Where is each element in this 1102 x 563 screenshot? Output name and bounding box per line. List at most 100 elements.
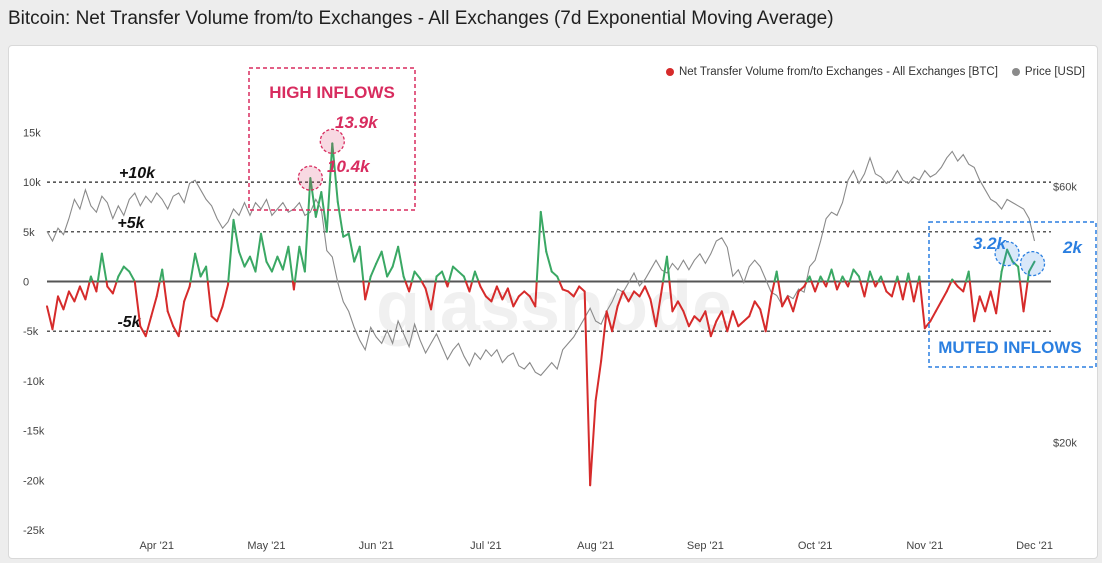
- net-transfer-segment: [84, 280, 91, 301]
- net-transfer-segment: [259, 232, 268, 263]
- net-transfer-segment: [183, 285, 191, 303]
- net-transfer-segment: [704, 310, 712, 338]
- net-transfer-segment: [918, 280, 926, 330]
- net-transfer-segment: [682, 310, 690, 328]
- net-transfer-segment: [1006, 248, 1014, 263]
- net-transfer-segment: [292, 280, 296, 291]
- net-transfer-segment: [46, 305, 54, 331]
- y-axis-tick-label: -20k: [23, 475, 45, 487]
- muted-inflows-label: MUTED INFLOWS: [938, 338, 1082, 357]
- net-transfer-segment: [1018, 280, 1025, 313]
- net-transfer-segment: [238, 250, 246, 268]
- net-transfer-segment: [908, 280, 915, 303]
- net-transfer-segment: [473, 270, 480, 283]
- net-transfer-segment: [506, 287, 515, 308]
- y-axis-tick-label: -10k: [23, 376, 45, 388]
- net-transfer-segment: [662, 255, 668, 283]
- net-transfer-segment: [830, 268, 836, 283]
- net-transfer-segment: [868, 270, 875, 283]
- net-transfer-segment: [210, 315, 219, 323]
- net-transfer-segment: [1026, 270, 1031, 283]
- net-transfer-segment: [100, 252, 108, 283]
- net-transfer-segment: [775, 270, 780, 283]
- y-axis-tick-label: 10k: [23, 177, 41, 189]
- net-transfer-segment: [616, 290, 625, 308]
- net-transfer-segment: [956, 285, 965, 293]
- net-transfer-segment: [897, 280, 904, 301]
- net-transfer-segment: [380, 250, 389, 278]
- net-transfer-segment: [770, 280, 776, 298]
- reference-line-label: -5k: [117, 314, 141, 331]
- net-transfer-segment: [194, 252, 202, 278]
- net-transfer-segment: [314, 191, 323, 218]
- legend-dot-icon: [1011, 68, 1020, 76]
- net-transfer-segment: [166, 310, 175, 328]
- chart-svg: glassnode 15k 10k 5k 0 -5k -10k -15k -20k -25k $60…: [23, 67, 1097, 552]
- net-transfer-segment: [528, 295, 537, 308]
- net-transfer-segment: [668, 280, 674, 313]
- chart-legend: Net Transfer Volume from/to Exchanges - …: [665, 66, 1085, 78]
- net-transfer-segment: [451, 265, 460, 273]
- net-transfer-segment: [715, 310, 723, 323]
- net-transfer-segment: [471, 270, 476, 283]
- net-transfer-segment: [51, 295, 59, 331]
- peak-marker-circle: [994, 241, 1020, 267]
- net-transfer-segment: [797, 285, 806, 293]
- net-transfer-segment: [968, 280, 976, 323]
- net-transfer-segment: [139, 325, 147, 338]
- y-axis-tick-label: 5k: [23, 227, 35, 239]
- net-transfer-segment: [654, 290, 663, 328]
- peak-label-muted-2: 2k: [1062, 238, 1083, 257]
- y-axis-tick-label: 15k: [23, 127, 41, 139]
- net-transfer-segment: [495, 285, 504, 301]
- net-transfer-segment: [358, 245, 365, 283]
- net-transfer-segment: [720, 310, 729, 333]
- peak-marker-circle: [297, 165, 323, 191]
- net-transfer-segment: [199, 265, 208, 278]
- net-transfer-segment: [912, 280, 920, 303]
- peak-marker-circle: [1019, 250, 1046, 277]
- net-transfer-segment: [501, 287, 509, 301]
- net-transfer-segment: [67, 290, 76, 303]
- chart-panel: glassnode 15k 10k 5k 0 -5k -10k -15k -20k -25k $60…: [8, 45, 1098, 559]
- reference-line-label: +10k: [119, 165, 156, 182]
- net-transfer-segment: [852, 268, 860, 278]
- x-axis-tick-label: Apr '21: [139, 540, 174, 552]
- net-transfer-segment: [764, 295, 773, 333]
- net-transfer-segment: [430, 280, 437, 311]
- y-axis-tick-label: -25k: [23, 525, 45, 537]
- net-transfer-segment: [901, 280, 908, 301]
- legend-item-price[interactable]: Price [USD]: [1011, 66, 1085, 78]
- net-transfer-segment: [558, 280, 564, 291]
- peak-marker-circle: [319, 128, 345, 154]
- chart-title: Bitcoin: Net Transfer Volume from/to Exc…: [8, 8, 834, 29]
- net-transfer-segment: [1017, 265, 1021, 283]
- net-transfer-segment: [999, 270, 1003, 283]
- net-transfer-segment: [413, 270, 422, 280]
- net-transfer-segment: [859, 280, 866, 298]
- net-transfer-segment: [336, 200, 345, 238]
- net-transfer-segment: [232, 218, 241, 253]
- net-transfer-segment: [848, 268, 855, 283]
- net-transfer-segment: [303, 177, 312, 273]
- watermark-text: glassnode: [376, 267, 732, 347]
- x-axis-tick-label: Jul '21: [470, 540, 501, 552]
- net-transfer-segment: [408, 280, 413, 293]
- net-transfer-segment: [545, 250, 553, 273]
- net-transfer-segment: [397, 245, 405, 278]
- net-transfer-segment: [967, 270, 971, 283]
- y-axis-tick-label: -5k: [23, 326, 39, 338]
- reference-line-label: +5k: [117, 215, 145, 232]
- legend-item-net-transfer[interactable]: Net Transfer Volume from/to Exchanges - …: [665, 66, 998, 78]
- net-transfer-segment: [468, 280, 474, 293]
- net-transfer-segment: [687, 315, 696, 328]
- net-transfer-segment: [611, 305, 619, 333]
- net-transfer-segment: [243, 255, 251, 268]
- x-axis-tick-label: Aug '21: [577, 540, 614, 552]
- net-transfer-segment: [479, 285, 487, 298]
- net-transfer-segment: [589, 399, 597, 487]
- net-transfer-segment: [133, 280, 142, 328]
- net-transfer-segment: [62, 290, 70, 311]
- net-transfer-segment: [676, 300, 685, 313]
- net-transfer-segment: [940, 290, 948, 303]
